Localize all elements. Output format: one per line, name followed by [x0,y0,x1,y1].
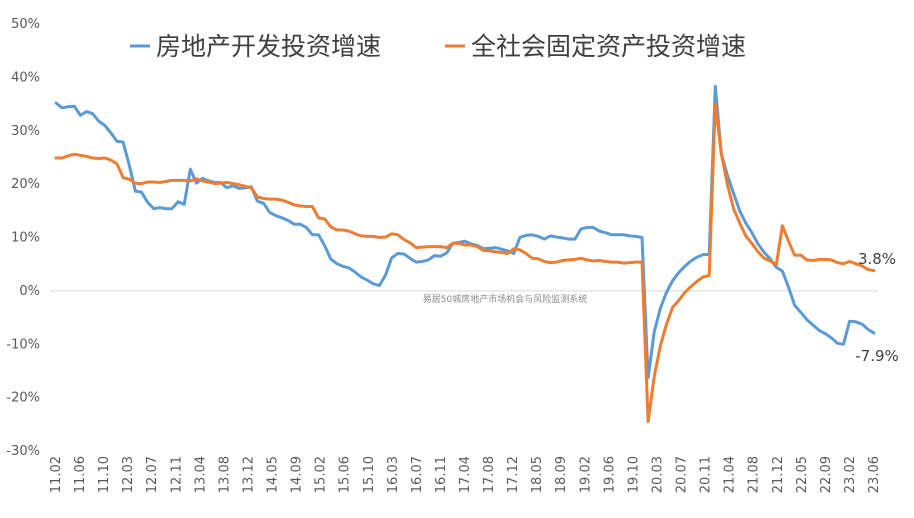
annotation-layer: 3.8% -7.9% [855,250,899,365]
x-tick-label: 21.08 [747,456,762,493]
x-tick-label: 15.06 [338,456,353,493]
y-tick-label: -30% [6,444,40,459]
x-tick-label: 12.03 [121,456,136,493]
x-tick-label: 22.05 [795,456,810,493]
x-tick-label: 14.05 [266,456,281,493]
x-tick-label: 11.06 [73,456,88,493]
x-tick-label: 21.04 [723,456,738,493]
x-tick-label: 17.04 [458,456,473,493]
x-tick-label: 18.05 [530,456,545,493]
end-value-label: 3.8% [858,250,896,268]
x-tick-label: 15.10 [362,456,377,493]
y-tick-label: 40% [11,70,40,85]
legend: 房地产开发投资增速 全社会固定资产投资增速 [130,32,746,61]
x-tick-label: 16.03 [386,456,401,493]
y-tick-label: -10% [6,337,40,352]
y-tick-label: 10% [11,231,40,246]
series-line-1 [54,102,876,424]
x-tick-label: 23.06 [867,456,882,493]
x-tick-label: 19.06 [602,456,617,493]
x-tick-label: 18.09 [554,456,569,493]
x-tick-label: 11.02 [49,456,64,493]
x-tick-label: 19.10 [626,456,641,493]
x-tick-label: 20.03 [650,456,665,493]
x-tick-label: 20.07 [675,456,690,493]
x-tick-label: 21.12 [771,456,786,493]
series-layer [54,84,876,424]
legend-label: 房地产开发投资增速 [156,32,381,61]
y-tick-label: 30% [11,124,40,139]
legend-label: 全社会固定资产投资增速 [471,32,746,61]
x-tick-label: 11.10 [97,456,112,493]
x-tick-label: 12.11 [169,456,184,493]
x-tick-label: 12.07 [145,456,160,493]
y-tick-label: -20% [6,391,40,406]
series-line-0 [54,84,876,380]
x-tick-label: 13.04 [193,456,208,493]
x-tick-label: 15.02 [314,456,329,493]
x-tick-label: 16.11 [434,456,449,493]
x-tick-label: 14.09 [290,456,305,493]
axes-layer: 50% 40% 30% 20% 10% 0% -10% -20% -30% 11.02 11.06 1… [6,17,882,493]
end-value-label: -7.9% [855,347,899,365]
x-tick-label: 17.12 [506,456,521,493]
x-tick-label: 22.09 [819,456,834,493]
watermark-layer: 易居50城房地产市场机会与风险监测系统 [423,293,587,305]
y-tick-label: 50% [11,17,40,32]
x-tick-label: 23.02 [843,456,858,493]
x-tick-label: 19.02 [578,456,593,493]
x-tick-label: 13.08 [217,456,232,493]
x-tick-label: 13.12 [241,456,256,493]
x-tick-label: 17.08 [482,456,497,493]
watermark-text: 易居50城房地产市场机会与风险监测系统 [423,293,587,305]
y-tick-label: 0% [19,284,40,299]
y-tick-label: 20% [11,177,40,192]
x-tick-label: 20.11 [699,456,714,493]
x-tick-label: 16.07 [410,456,425,493]
